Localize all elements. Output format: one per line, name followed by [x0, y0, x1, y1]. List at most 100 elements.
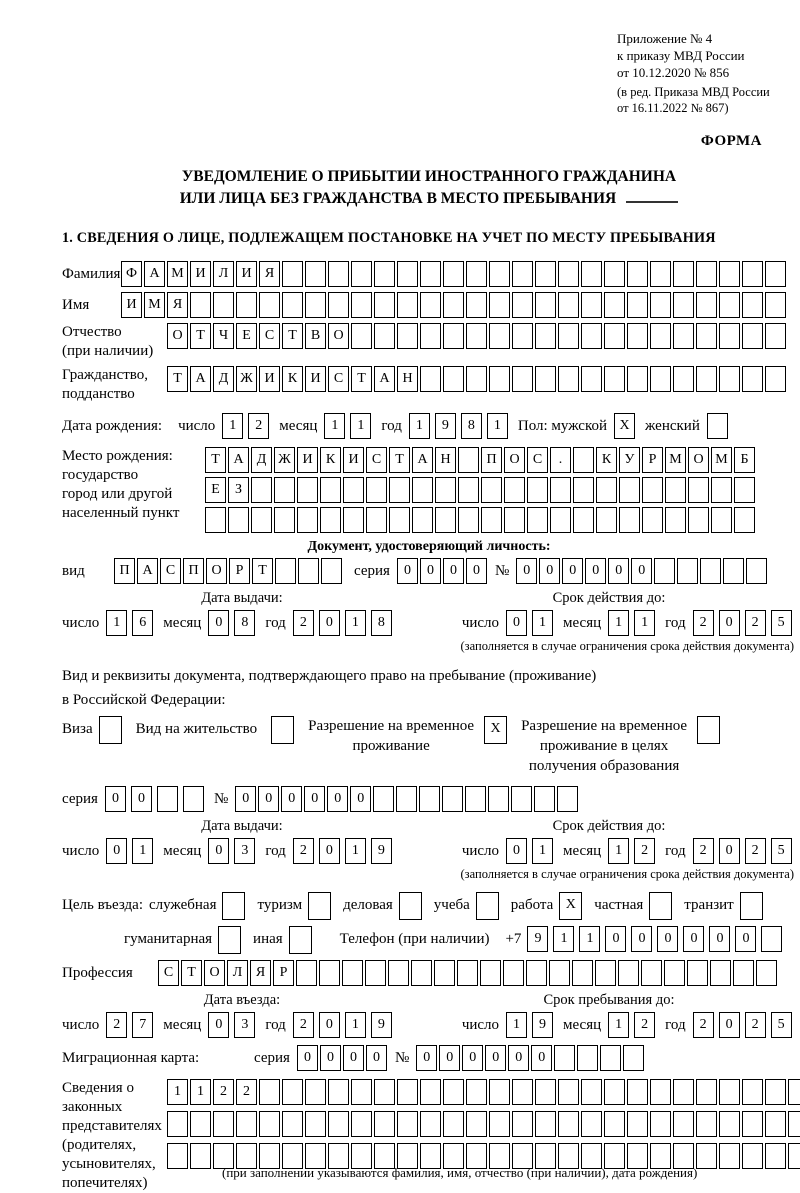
- char-cell[interactable]: [526, 960, 547, 986]
- char-cell[interactable]: [420, 1079, 441, 1105]
- char-cell[interactable]: [688, 507, 709, 533]
- char-cell[interactable]: С: [527, 447, 548, 473]
- char-cell[interactable]: [305, 261, 326, 287]
- char-cell[interactable]: [213, 1111, 234, 1137]
- char-cell[interactable]: 2: [106, 1012, 128, 1038]
- char-cell[interactable]: [618, 960, 639, 986]
- char-cell[interactable]: 7: [132, 1012, 154, 1038]
- char-cell[interactable]: [641, 960, 662, 986]
- char-cell[interactable]: [527, 507, 548, 533]
- char-cell[interactable]: [351, 292, 372, 318]
- char-cell[interactable]: [190, 292, 211, 318]
- char-cell[interactable]: [535, 323, 556, 349]
- char-cell[interactable]: [282, 1111, 303, 1137]
- char-cell[interactable]: 0: [539, 558, 561, 584]
- char-cell[interactable]: [535, 261, 556, 287]
- char-cell[interactable]: [673, 292, 694, 318]
- char-cell[interactable]: [218, 926, 242, 954]
- purpose-work-checkbox[interactable]: X: [559, 892, 583, 920]
- char-cell[interactable]: [282, 292, 303, 318]
- char-cell[interactable]: [420, 1111, 441, 1137]
- char-cell[interactable]: [557, 786, 579, 812]
- char-cell[interactable]: [259, 292, 280, 318]
- char-cell[interactable]: 0: [208, 1012, 230, 1038]
- char-cell[interactable]: [466, 1111, 487, 1137]
- char-cell[interactable]: [488, 786, 510, 812]
- char-cell[interactable]: [581, 292, 602, 318]
- char-cell[interactable]: И: [259, 366, 280, 392]
- char-cell[interactable]: 8: [234, 610, 256, 636]
- char-cell[interactable]: 9: [370, 1012, 392, 1038]
- char-cell[interactable]: [397, 1079, 418, 1105]
- char-cell[interactable]: 2: [292, 838, 314, 864]
- char-cell[interactable]: 0: [208, 838, 230, 864]
- char-cell[interactable]: Я: [167, 292, 188, 318]
- char-cell[interactable]: [664, 960, 685, 986]
- char-cell[interactable]: [558, 1079, 579, 1105]
- char-cell[interactable]: [504, 507, 525, 533]
- char-cell[interactable]: [742, 323, 763, 349]
- char-cell[interactable]: 1: [608, 838, 630, 864]
- char-cell[interactable]: [665, 507, 686, 533]
- char-cell[interactable]: [305, 1111, 326, 1137]
- char-cell[interactable]: 0: [258, 786, 280, 812]
- char-cell[interactable]: [275, 558, 296, 584]
- char-cell[interactable]: О: [328, 323, 349, 349]
- char-cell[interactable]: 1: [532, 610, 554, 636]
- char-cell[interactable]: [366, 477, 387, 503]
- char-cell[interactable]: М: [144, 292, 165, 318]
- char-cell[interactable]: 8: [370, 610, 392, 636]
- char-cell[interactable]: [765, 292, 786, 318]
- char-cell[interactable]: 0: [631, 558, 653, 584]
- char-cell[interactable]: [397, 261, 418, 287]
- char-cell[interactable]: 1: [350, 413, 372, 439]
- char-cell[interactable]: [558, 1111, 579, 1137]
- char-cell[interactable]: [627, 292, 648, 318]
- char-cell[interactable]: [320, 507, 341, 533]
- char-cell[interactable]: [282, 1079, 303, 1105]
- char-cell[interactable]: [550, 477, 571, 503]
- char-cell[interactable]: [190, 1111, 211, 1137]
- char-cell[interactable]: [596, 507, 617, 533]
- char-cell[interactable]: 1: [344, 610, 366, 636]
- char-cell[interactable]: Т: [252, 558, 273, 584]
- char-cell[interactable]: [527, 477, 548, 503]
- char-cell[interactable]: [581, 1111, 602, 1137]
- char-cell[interactable]: [696, 1079, 717, 1105]
- char-cell[interactable]: 2: [634, 1012, 656, 1038]
- char-cell[interactable]: Д: [213, 366, 234, 392]
- char-cell[interactable]: [734, 507, 755, 533]
- char-cell[interactable]: [581, 261, 602, 287]
- char-cell[interactable]: С: [160, 558, 181, 584]
- char-cell[interactable]: 0: [419, 558, 441, 584]
- char-cell[interactable]: [650, 261, 671, 287]
- char-cell[interactable]: 0: [319, 1045, 341, 1071]
- char-cell[interactable]: [534, 786, 556, 812]
- char-cell[interactable]: [167, 1143, 188, 1169]
- char-cell[interactable]: [604, 261, 625, 287]
- char-cell[interactable]: [600, 1045, 622, 1071]
- char-cell[interactable]: Л: [213, 261, 234, 287]
- char-cell[interactable]: [673, 323, 694, 349]
- char-cell[interactable]: [190, 1143, 211, 1169]
- char-cell[interactable]: 0: [506, 610, 528, 636]
- char-cell[interactable]: [374, 1079, 395, 1105]
- char-cell[interactable]: Я: [250, 960, 271, 986]
- char-cell[interactable]: [581, 323, 602, 349]
- char-cell[interactable]: [328, 261, 349, 287]
- char-cell[interactable]: 0: [296, 1045, 318, 1071]
- char-cell[interactable]: 0: [531, 1045, 553, 1071]
- char-cell[interactable]: [420, 292, 441, 318]
- char-cell[interactable]: [765, 366, 786, 392]
- legal-input-row2[interactable]: [167, 1111, 800, 1137]
- residence-permit-checkbox[interactable]: [271, 716, 295, 744]
- char-cell[interactable]: [742, 292, 763, 318]
- char-cell[interactable]: [297, 477, 318, 503]
- char-cell[interactable]: [765, 1111, 786, 1137]
